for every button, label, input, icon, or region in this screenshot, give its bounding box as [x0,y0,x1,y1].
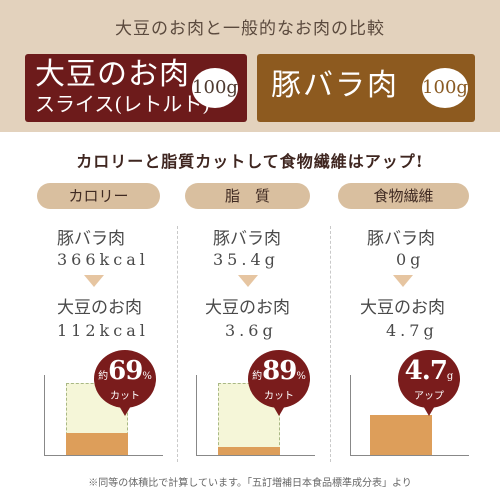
pork-belly-name: 豚バラ肉 [271,68,399,103]
fiber-up-badge: 4.7g アップ [398,350,460,408]
comparison-banner: 大豆のお肉と一般的なお肉の比較 大豆のお肉 スライス(レトルト) 100g 豚バ… [0,0,500,132]
badge-value: 4.7 [404,356,448,386]
soy-meat-type: スライス(レトルト) [35,92,211,116]
calorie-pill: カロリー [37,183,160,209]
badge-tail [422,404,436,416]
calorie-cut-badge: 約69% カット [94,350,156,408]
badge-tail [272,404,286,416]
column-divider [177,226,178,462]
badge-tail [118,404,132,416]
fat-pill: 脂 質 [185,183,310,209]
calorie-before-value: 366kcal [57,250,149,269]
fiber-after-label: 大豆のお肉 [360,298,445,318]
pork-belly-box: 豚バラ肉 100g [257,54,475,122]
fat-before-label: 豚バラ肉 [213,229,281,249]
fiber-after-value: 4.7g [386,321,438,340]
down-arrow-icon [238,275,258,287]
badge-unit: % [142,371,152,382]
fat-cut-badge: 約89% カット [248,350,310,408]
badge-suffix: アップ [414,391,444,402]
badge-suffix: カット [264,391,294,402]
fat-after-value: 3.6g [225,321,277,340]
calorie-after-value: 112kcal [57,321,149,340]
column-divider [330,226,331,462]
down-arrow-icon [393,275,413,287]
soy-meat-name: 大豆のお肉 [35,57,190,92]
badge-prefix: 約 [98,371,109,382]
fiber-pill: 食物繊維 [338,183,469,209]
calorie-bar-chart [44,375,163,456]
fat-after-label: 大豆のお肉 [205,298,290,318]
badge-value: 89 [262,356,297,386]
fiber-bar-chart [350,375,469,456]
footnote: ※同等の体積比で計算しています。「五訂増補日本食品標準成分表」より [88,478,412,489]
badge-value: 69 [108,356,143,386]
calorie-bar-after [66,433,128,455]
badge-unit: g [446,371,454,382]
calorie-after-label: 大豆のお肉 [57,298,142,318]
fat-before-value: 35.4g [213,250,279,269]
pork-weight-badge: 100g [422,68,468,108]
fiber-bar-after [370,415,432,455]
fat-bar-after [218,447,280,455]
comparison-title: 大豆のお肉と一般的なお肉の比較 [115,19,385,39]
fat-bar-chart [196,375,315,456]
fiber-before-value: 0g [396,250,425,269]
badge-suffix: カット [110,391,140,402]
badge-prefix: 約 [252,371,263,382]
soy-weight-badge: 100g [192,68,238,108]
down-arrow-icon [84,275,104,287]
badge-unit: % [296,371,306,382]
headline: カロリーと脂質カットして食物繊維はアップ! [76,152,424,171]
soy-meat-box: 大豆のお肉 スライス(レトルト) 100g [25,54,247,122]
calorie-before-label: 豚バラ肉 [57,229,125,249]
fiber-before-label: 豚バラ肉 [367,229,435,249]
